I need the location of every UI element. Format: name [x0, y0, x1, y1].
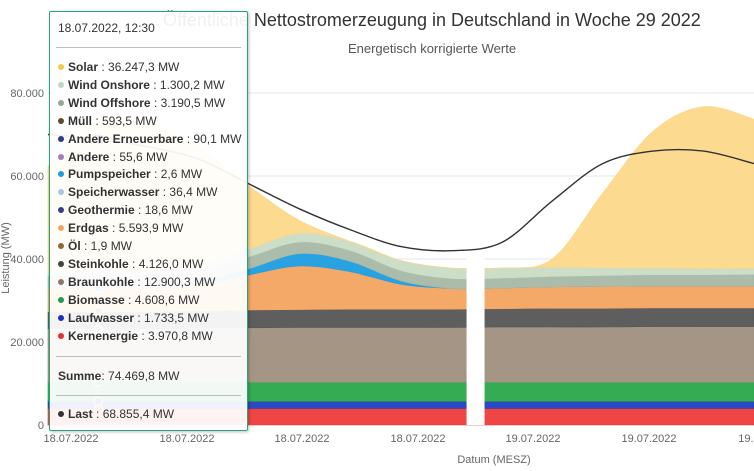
- legend-dot: [58, 225, 64, 232]
- legend-dot: [58, 243, 64, 249]
- tooltip-series-name: Laufwasser: [68, 310, 135, 325]
- data-gap: [466, 250, 485, 425]
- y-tick-label: 0: [38, 420, 44, 432]
- tooltip-row: Kernenergie : 3.970,8 MW: [58, 329, 213, 343]
- tooltip-row: Erdgas : 5.593,9 MW: [58, 221, 183, 235]
- tooltip-row: Müll : 593,5 MW: [58, 114, 157, 128]
- legend-dot: [58, 296, 64, 303]
- tooltip-series-value: : 4.608,6 MW: [124, 292, 200, 307]
- legend-dot: [58, 260, 64, 267]
- tooltip-series-name: Pumpspeicher: [68, 167, 151, 182]
- tooltip-series-name: Andere: [68, 149, 110, 164]
- tooltip-row: Öl : 1,9 MW: [58, 239, 132, 253]
- tooltip-series-value: : 2,6 MW: [150, 167, 203, 182]
- x-axis-title: Datum (MESZ): [457, 454, 530, 466]
- tooltip-series-name: Geothermie: [68, 203, 135, 218]
- legend-dot: [58, 135, 64, 142]
- tooltip-load-row: Last : 68.855,4 MW: [58, 407, 174, 421]
- tooltip-series-name: Steinkohle: [68, 256, 129, 271]
- tooltip-series-value: : 90,1 MW: [183, 131, 242, 146]
- legend-dot: [58, 64, 64, 70]
- tooltip-sum-label: Summe: [58, 369, 102, 383]
- tooltip-row: Steinkohle : 4.126,0 MW: [58, 257, 203, 271]
- tooltip-series-name: Biomasse: [68, 292, 125, 307]
- legend-dot: [58, 189, 64, 196]
- y-tick-label: 20.000: [10, 337, 44, 349]
- tooltip-series-name: Braunkohle: [68, 274, 135, 289]
- tooltip-series-value: : 3.190,5 MW: [150, 95, 226, 110]
- tooltip-series-name: Erdgas: [68, 221, 109, 236]
- tooltip-sum-value: : 74.469,8 MW: [101, 369, 180, 383]
- tooltip-series-value: : 55,6 MW: [109, 149, 168, 164]
- tooltip-separator: [56, 395, 241, 396]
- tooltip-series-value: : 36,4 MW: [159, 185, 218, 200]
- y-tick-label: 40.000: [10, 254, 44, 266]
- tooltip-series-value: : 12.900,3 MW: [134, 274, 216, 289]
- legend-dot: [58, 99, 64, 106]
- tooltip-row: Laufwasser : 1.733,5 MW: [58, 311, 209, 325]
- gap-band: [466, 250, 485, 425]
- x-tick-label: 18.07.2022: [390, 433, 445, 445]
- x-tick-label: 19.07.2022: [505, 433, 560, 445]
- tooltip-series-value: : 1.733,5 MW: [134, 310, 209, 325]
- chart-subtitle: Energetisch korrigierte Werte: [348, 41, 516, 56]
- tooltip-series-name: Andere Erneuerbare: [68, 131, 184, 146]
- tooltip-row: Braunkohle : 12.900,3 MW: [58, 275, 215, 289]
- tooltip-series-value: : 68.855,4 MW: [92, 407, 175, 421]
- tooltip-series-name: Wind Onshore: [68, 77, 150, 92]
- tooltip-series-name: Müll: [68, 113, 92, 128]
- tooltip-row: Wind Onshore : 1.300,2 MW: [58, 78, 225, 92]
- tooltip-row: Pumpspeicher : 2,6 MW: [58, 167, 202, 181]
- legend-dot: [58, 153, 64, 160]
- legend-dot: [58, 314, 64, 321]
- tooltip-series-name: Last: [68, 407, 93, 421]
- chart-title: Öffentliche Nettostromerzeugung in Deuts…: [163, 10, 701, 30]
- tooltip-row: Andere Erneuerbare : 90,1 MW: [58, 132, 241, 146]
- legend-dot: [58, 171, 64, 178]
- tooltip-row: Speicherwasser : 36,4 MW: [58, 185, 217, 199]
- y-tick-label: 80.000: [10, 88, 44, 100]
- legend-dot: [58, 411, 64, 417]
- tooltip-sum: Summe: 74.469,8 MW: [58, 369, 179, 383]
- legend-dot: [58, 117, 64, 124]
- tooltip-series-name: Speicherwasser: [68, 185, 160, 200]
- tooltip-separator: [56, 47, 241, 48]
- tooltip-series-value: : 5.593,9 MW: [108, 221, 184, 236]
- y-axis-title: Leistung (MW): [0, 222, 12, 294]
- tooltip-series-value: : 1.300,2 MW: [149, 77, 225, 92]
- tooltip-series-name: Solar: [68, 60, 99, 74]
- tooltip-series-name: Kernenergie: [68, 328, 139, 343]
- tooltip-series-name: Öl: [68, 239, 81, 253]
- tooltip-series-value: : 36.247,3 MW: [98, 60, 180, 74]
- tooltip-row: Biomasse : 4.608,6 MW: [58, 293, 199, 307]
- legend-dot: [58, 207, 64, 214]
- x-tick-label: 18.07.2022: [43, 433, 98, 445]
- y-axis-ticks: 0 20.000 40.000 60.000 80.000: [10, 88, 44, 432]
- tooltip-series-value: : 593,5 MW: [92, 113, 157, 128]
- tooltip-series-value: : 4.126,0 MW: [128, 256, 204, 271]
- legend-dot: [58, 332, 64, 339]
- tooltip-row: Wind Offshore : 3.190,5 MW: [58, 96, 225, 110]
- tooltip-series-name: Wind Offshore: [68, 95, 151, 110]
- tooltip-series-value: : 3.970,8 MW: [138, 328, 213, 343]
- tooltip-row: Geothermie : 18,6 MW: [58, 203, 193, 217]
- x-tick-label: 18.07.2022: [159, 433, 214, 445]
- x-tick-label: 19.07: [738, 433, 754, 445]
- legend-dot: [58, 81, 64, 88]
- tooltip-header: 18.07.2022, 12:30: [58, 21, 155, 35]
- tooltip-row: Solar : 36.247,3 MW: [58, 60, 179, 74]
- tooltip-series-value: : 1,9 MW: [80, 239, 133, 253]
- x-axis-ticks: 18.07.2022 18.07.2022 18.07.2022 18.07.2022…: [43, 433, 754, 445]
- y-tick-label: 60.000: [10, 171, 44, 183]
- x-tick-label: 18.07.2022: [274, 433, 329, 445]
- tooltip-separator: [56, 356, 241, 357]
- tooltip: 18.07.2022, 12:30 Solar : 36.247,3 MW Win…: [49, 11, 248, 431]
- tooltip-row: Andere : 55,6 MW: [58, 150, 167, 164]
- tooltip-series-value: : 18,6 MW: [134, 203, 193, 218]
- legend-dot: [58, 278, 64, 285]
- x-tick-label: 19.07.2022: [621, 433, 676, 445]
